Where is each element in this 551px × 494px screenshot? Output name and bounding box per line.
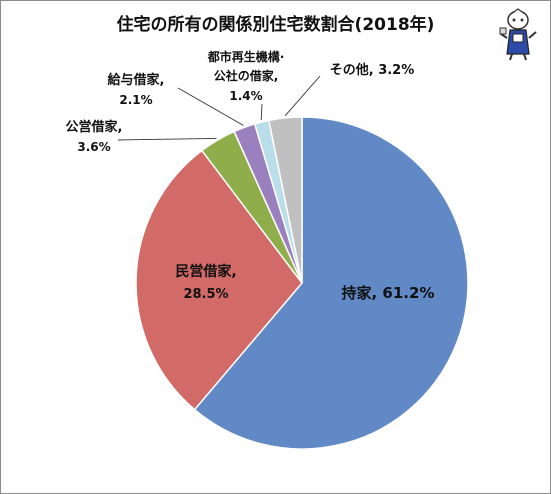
pie-slice-0 [193,116,469,450]
label-kyuyo-line2: 2.1% [119,93,152,107]
pie-slice-5 [267,116,303,284]
label-ur-line3: 1.4% [229,89,262,103]
leader-line-5 [284,75,321,117]
label-sonota: その他, 3.2% [330,62,415,78]
pie-slice-1 [135,149,303,411]
cartoon-mascot-icon [499,8,537,61]
label-ur-line2: 公社の借家, [214,68,279,83]
leader-line-3 [177,87,244,126]
label-kyuyo-line1: 給与借家, [108,72,165,88]
leader-line-4 [260,103,263,121]
label-ur-line1: 都市再生機構· [207,49,285,64]
leader-line-2 [117,137,217,141]
chart-title: 住宅の所有の関係別住宅数割合(2018年) [116,15,435,35]
label-minei-line2: 28.5% [183,287,228,302]
label-minei-line1: 民営借家, [175,263,236,280]
label-koei-line1: 公営借家, [66,119,123,135]
label-mochiie: 持家, 61.2% [342,284,435,302]
label-koei-line2: 3.6% [77,140,110,154]
